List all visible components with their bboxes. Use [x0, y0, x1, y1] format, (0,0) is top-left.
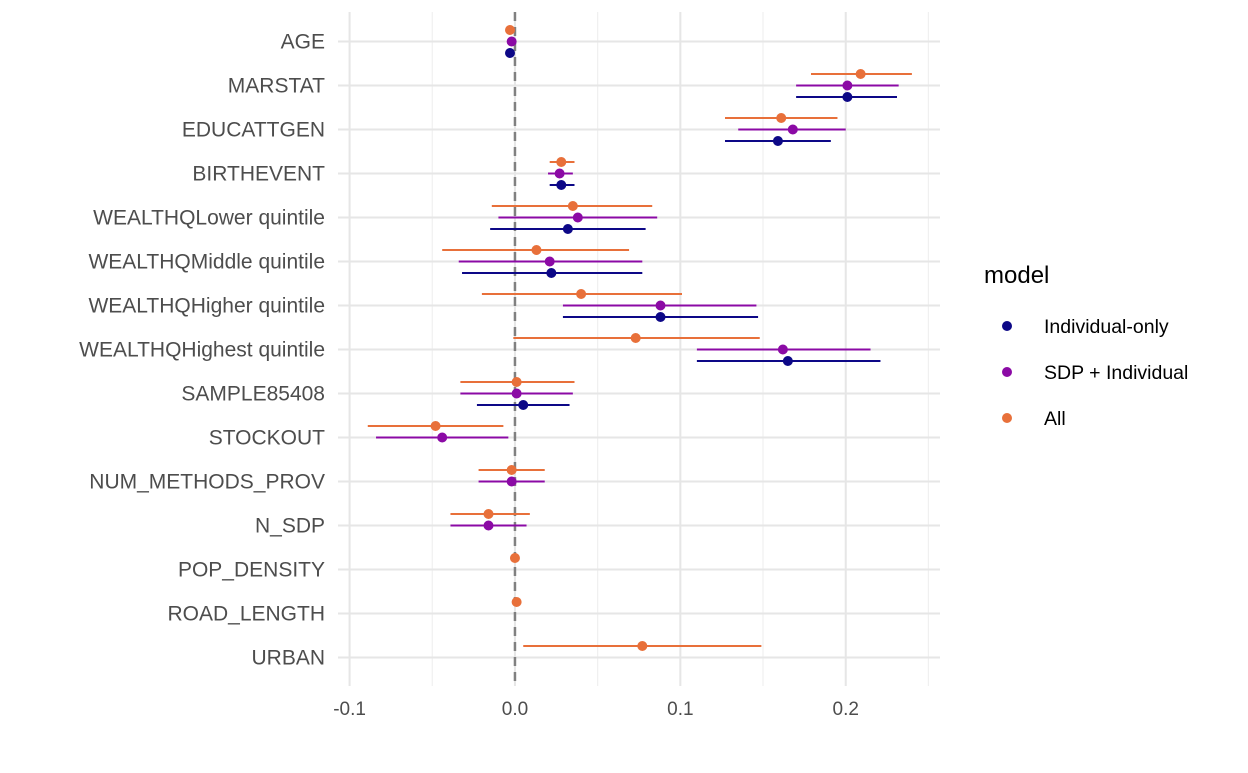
legend-label-all: All: [1044, 408, 1066, 430]
y-tick-label-urban: URBAN: [251, 647, 325, 670]
point-individual-only-wealthqhigher-quintile: [655, 312, 666, 322]
point-all-pop-density: [509, 553, 520, 563]
legend-label-individual-only: Individual-only: [1044, 316, 1169, 338]
point-all-marstat: [855, 69, 866, 79]
point-sdp-individual-birthevent: [554, 168, 565, 179]
point-all-urban: [637, 641, 648, 651]
point-individual-only-marstat: [842, 92, 853, 102]
y-tick-label-wealthqmiddle-quintile: WEALTHQMiddle quintile: [88, 251, 325, 274]
legend-key-sdp-individual: [1002, 367, 1012, 377]
point-sdp-individual-stockout: [437, 432, 448, 443]
x-tick-label: 0.2: [833, 699, 859, 720]
point-individual-only-age: [505, 48, 515, 58]
point-all-wealthqhigher-quintile: [576, 289, 587, 299]
plot-marks: [367, 25, 912, 651]
point-all-educattgen: [776, 113, 787, 123]
y-tick-label-n-sdp: N_SDP: [255, 515, 325, 538]
y-tick-label-educattgen: EDUCATTGEN: [182, 119, 325, 142]
point-sdp-individual-wealthqhighest-quintile: [777, 344, 788, 355]
point-all-road-length: [511, 597, 522, 607]
y-tick-label-pop-density: POP_DENSITY: [178, 559, 325, 582]
point-sdp-individual-wealthqmiddle-quintile: [544, 256, 555, 267]
y-tick-label-wealthqlower-quintile: WEALTHQLower quintile: [93, 207, 325, 230]
point-sdp-individual-n-sdp: [483, 520, 494, 531]
point-individual-only-wealthqmiddle-quintile: [546, 268, 557, 278]
point-sdp-individual-wealthqhigher-quintile: [655, 300, 666, 311]
x-tick-label: 0.0: [502, 699, 528, 720]
series-all: [367, 25, 912, 651]
point-all-n-sdp: [483, 509, 494, 519]
y-tick-label-stockout: STOCKOUT: [209, 427, 325, 450]
y-tick-label-num-methods-prov: NUM_METHODS_PROV: [89, 471, 325, 494]
y-tick-label-wealthqhigher-quintile: WEALTHQHigher quintile: [88, 295, 325, 318]
point-all-sample85408: [511, 377, 522, 387]
point-all-age: [505, 25, 515, 35]
point-sdp-individual-age: [506, 36, 517, 47]
legend-title: model: [984, 262, 1049, 289]
point-sdp-individual-wealthqlower-quintile: [572, 212, 583, 223]
legend-label-sdp-individual: SDP + Individual: [1044, 362, 1188, 384]
y-tick-label-sample85408: SAMPLE85408: [181, 383, 325, 406]
y-tick-label-wealthqhighest-quintile: WEALTHQHighest quintile: [79, 339, 325, 362]
y-axis-tick-labels: AGE MARSTAT EDUCATTGEN BIRTHEVENT WEALTHQLow…: [79, 31, 325, 670]
point-all-num-methods-prov: [506, 465, 517, 475]
point-individual-only-educattgen: [772, 136, 783, 146]
point-all-wealthqlower-quintile: [567, 201, 578, 211]
point-sdp-individual-educattgen: [787, 124, 798, 135]
point-all-wealthqmiddle-quintile: [531, 245, 542, 255]
y-tick-label-age: AGE: [281, 31, 325, 54]
point-sdp-individual-sample85408: [511, 388, 522, 399]
point-individual-only-sample85408: [518, 400, 529, 410]
x-tick-label: -0.1: [333, 699, 366, 720]
x-axis-tick-labels: -0.1 0.0 0.1 0.2: [333, 699, 859, 720]
point-all-wealthqhighest-quintile: [630, 333, 641, 343]
series-sdp-individual: [376, 36, 899, 531]
y-tick-label-birthevent: BIRTHEVENT: [192, 163, 325, 186]
series-individual-only: [462, 48, 897, 410]
point-individual-only-wealthqhighest-quintile: [782, 356, 793, 366]
legend: model Individual-only SDP + Individual All: [984, 262, 1188, 430]
point-individual-only-birthevent: [556, 180, 567, 190]
point-sdp-individual-num-methods-prov: [506, 476, 517, 487]
legend-key-individual-only: [1002, 321, 1012, 331]
point-all-birthevent: [556, 157, 567, 167]
x-tick-label: 0.1: [667, 699, 693, 720]
point-individual-only-wealthqlower-quintile: [562, 224, 573, 234]
point-all-stockout: [430, 421, 441, 431]
y-tick-label-marstat: MARSTAT: [228, 75, 325, 98]
legend-key-all: [1002, 413, 1012, 423]
y-tick-label-road-length: ROAD_LENGTH: [167, 603, 325, 626]
point-sdp-individual-marstat: [842, 80, 853, 91]
